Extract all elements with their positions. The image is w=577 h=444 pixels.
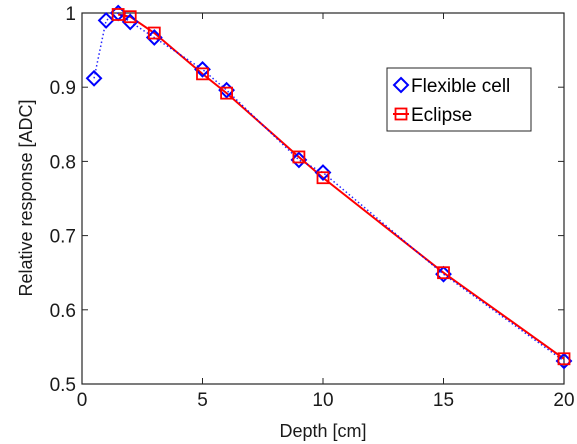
eclipse-point [220, 86, 234, 100]
x-tick-label: 20 [553, 390, 574, 411]
legend-marker-eclipse [394, 107, 408, 121]
legend-entries [392, 76, 410, 121]
eclipse-point [147, 26, 161, 40]
eclipse-point [557, 352, 571, 366]
x-tick-label: 10 [312, 390, 333, 411]
legend: Flexible cell Eclipse [386, 67, 532, 132]
legend-marker-flexible-cell [392, 76, 410, 94]
eclipse-point [292, 150, 306, 164]
y-tick-label: 0.7 [50, 227, 76, 248]
flexible-cell-point [97, 12, 115, 29]
legend-label-flexible-cell: Flexible cell [411, 76, 510, 97]
x-axis-title: Depth [cm] [279, 421, 366, 441]
eclipse-point [437, 266, 450, 280]
y-tick-label: 0.6 [50, 301, 76, 322]
y-tick-label: 0.9 [50, 78, 76, 99]
series-markers [85, 4, 573, 370]
y-tick-label: 1 [65, 4, 76, 25]
y-tick-label: 0.8 [50, 152, 76, 173]
x-tick-label: 5 [197, 390, 208, 411]
y-tick-label: 0.5 [50, 375, 76, 396]
flexible-cell-point [314, 164, 332, 181]
x-tick-label: 15 [433, 390, 454, 411]
x-tick-label: 0 [77, 390, 88, 411]
y-axis-title: Relative response [ADC] [16, 99, 36, 296]
flexible-cell-point [194, 60, 211, 78]
eclipse-point [196, 67, 209, 81]
eclipse-point [123, 10, 137, 24]
flexible-cell-point [85, 69, 103, 87]
axes: 0 5 10 15 20 0.5 0.6 0.7 0.8 0.9 1 [50, 4, 575, 411]
eclipse-point [111, 8, 125, 21]
eclipse-point [316, 171, 330, 185]
legend-label-eclipse: Eclipse [411, 105, 472, 126]
legend-box [386, 67, 532, 132]
